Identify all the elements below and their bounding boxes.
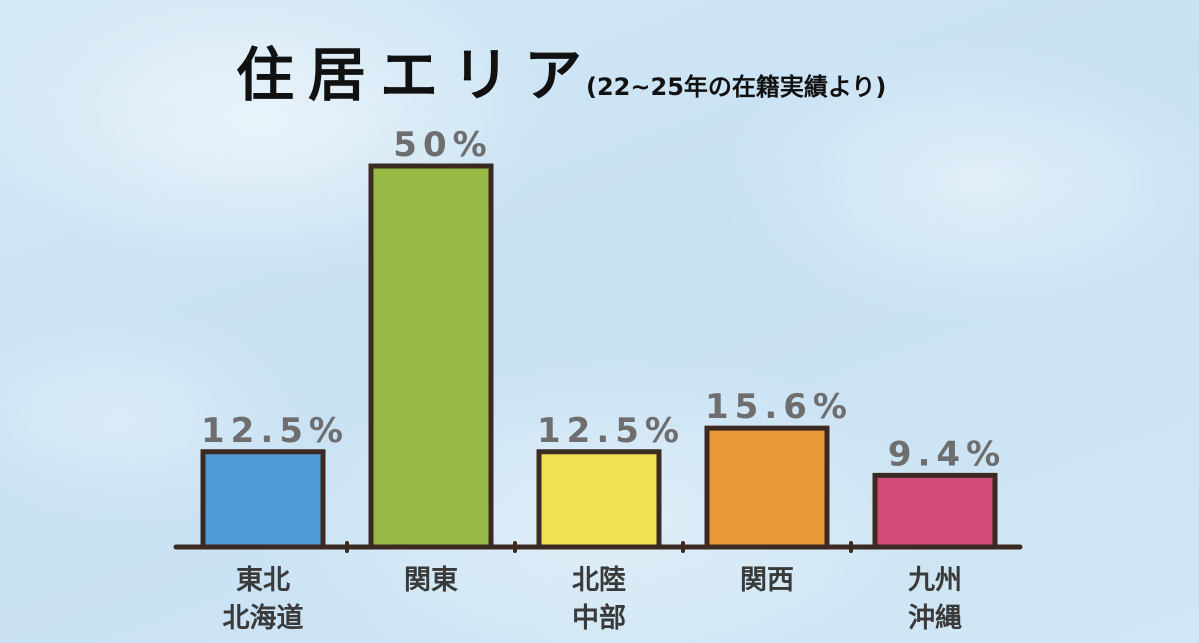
value-label: 12.5% xyxy=(201,411,349,451)
bar xyxy=(872,472,998,550)
category-label: 中部 xyxy=(572,602,626,634)
value-label: 12.5% xyxy=(537,411,685,451)
category-label: 関西 xyxy=(740,565,794,596)
category-label: 九州 xyxy=(908,565,962,596)
category-label: 北海道 xyxy=(223,602,304,634)
bar xyxy=(704,425,830,550)
value-labels-group: 12.5% 50% 12.5% 15.6% 9.4% xyxy=(201,125,1006,474)
x-axis xyxy=(173,541,1023,553)
value-label: 9.4% xyxy=(888,434,1006,474)
category-label: 東北 xyxy=(236,565,290,596)
value-label: 15.6% xyxy=(705,387,853,427)
category-label: 関東 xyxy=(404,565,458,596)
bar xyxy=(200,449,326,550)
bar xyxy=(536,449,662,550)
category-label: 北陸 xyxy=(572,565,626,596)
chart-title-main: 住居エリア xyxy=(236,41,597,109)
bar xyxy=(368,163,494,550)
category-label: 沖縄 xyxy=(908,603,962,634)
chart-subtitle: (22~25年の在籍実績より) xyxy=(586,73,887,101)
value-label: 50% xyxy=(393,125,492,165)
chart-title: 住居エリア(22~25年の在籍実績より) xyxy=(236,28,886,112)
bars-group xyxy=(200,163,998,550)
